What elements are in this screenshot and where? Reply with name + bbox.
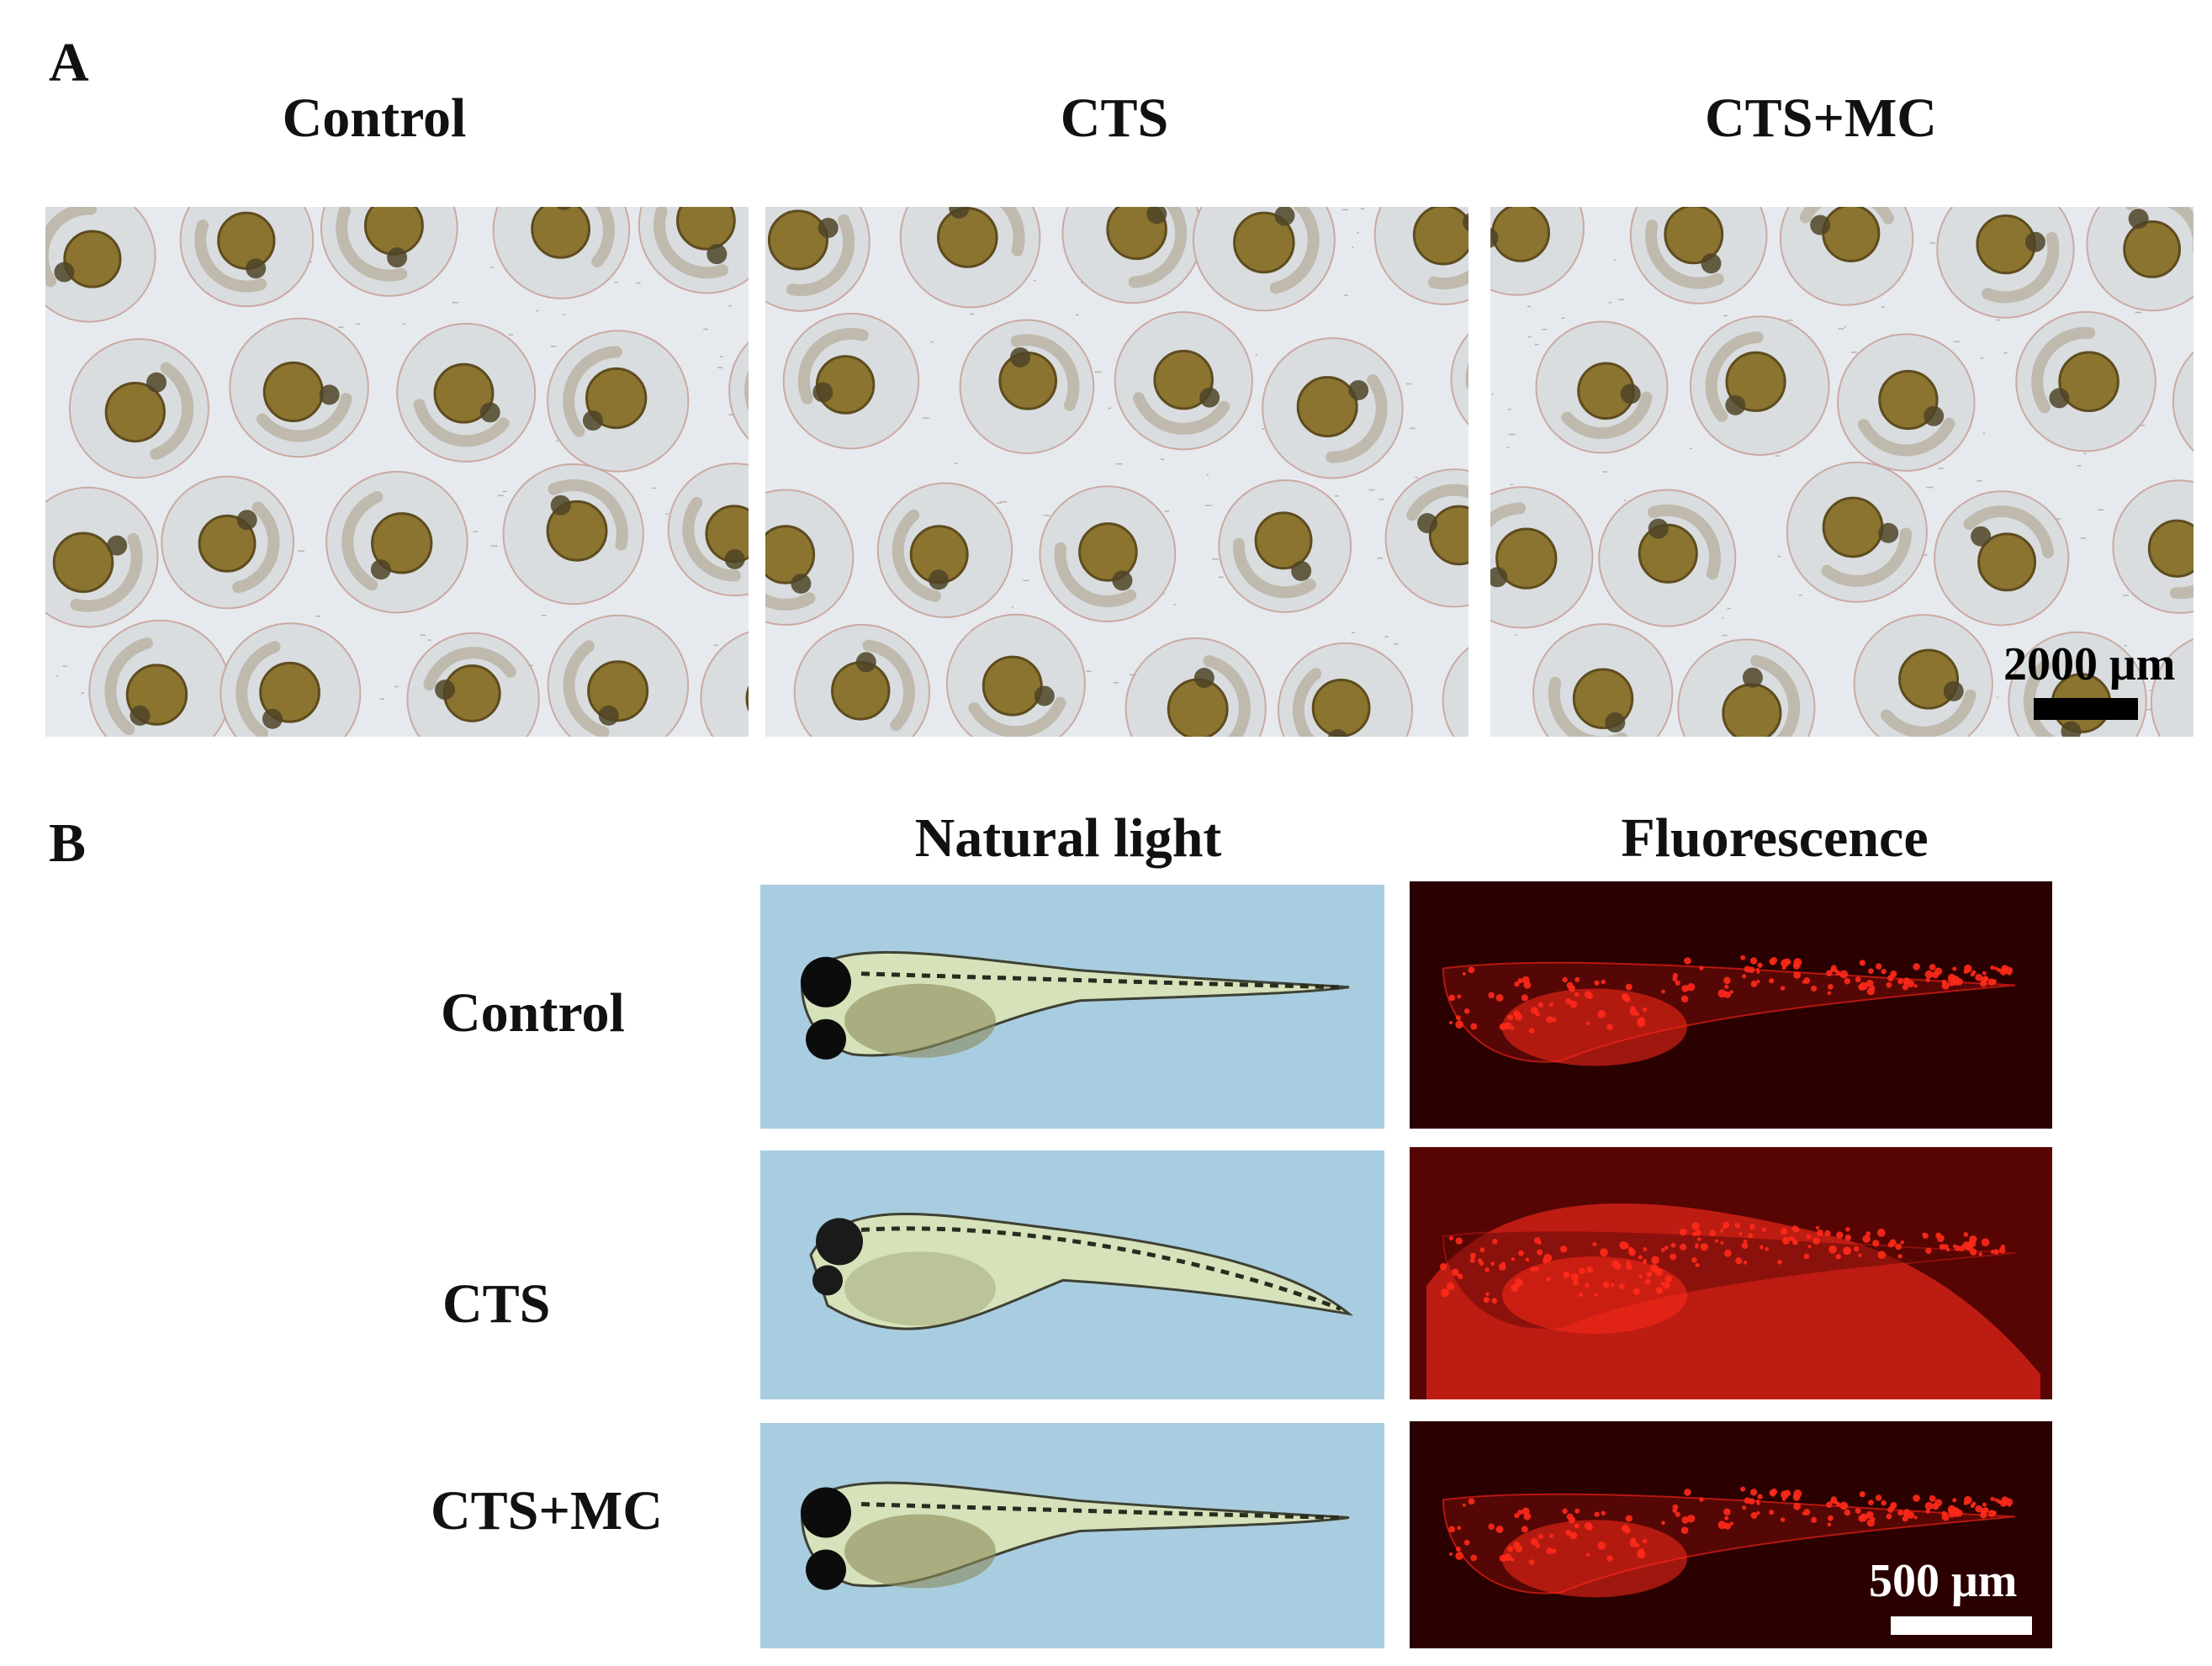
panel-a-title-cts-mc: CTS+MC — [1705, 87, 1937, 149]
larva-natural-light-cts — [760, 1150, 1384, 1399]
larva-fluorescence-cts — [1410, 1147, 2052, 1399]
larva-fluorescence-cts-mc — [1410, 1421, 2052, 1648]
panel-b-title-natural-light: Natural light — [914, 807, 1222, 869]
embryo-photo-cts — [765, 207, 1468, 737]
panel-a-scale-bar — [2034, 698, 2138, 720]
panel-b-letter: B — [49, 812, 87, 874]
panel-b-scale-bar — [1891, 1616, 2032, 1635]
panel-a-title-cts: CTS — [1060, 87, 1169, 149]
panel-b-scale-bar-label: 500 μm — [1869, 1555, 2018, 1607]
panel-a-letter: A — [49, 32, 89, 93]
larva-natural-light-cts-mc — [760, 1423, 1384, 1648]
panel-a-title-control: Control — [282, 87, 467, 149]
panel-a-scale-bar-label: 2000 μm — [2003, 638, 2176, 690]
embryo-photo-cts-mc — [1490, 207, 2193, 737]
panel-b-row-label-cts: CTS — [442, 1273, 551, 1335]
panel-b-title-fluorescence: Fluorescence — [1621, 807, 1929, 869]
larva-fluorescence-control — [1410, 881, 2052, 1129]
panel-b-row-label-control: Control — [441, 982, 625, 1044]
embryo-photo-control — [45, 207, 749, 737]
panel-b-row-label-cts-mc: CTS+MC — [431, 1480, 663, 1542]
larva-natural-light-control — [760, 885, 1384, 1129]
